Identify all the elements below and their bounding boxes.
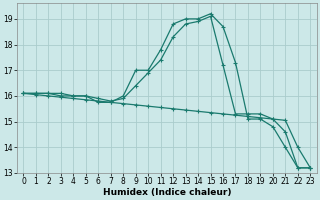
X-axis label: Humidex (Indice chaleur): Humidex (Indice chaleur) — [103, 188, 231, 197]
